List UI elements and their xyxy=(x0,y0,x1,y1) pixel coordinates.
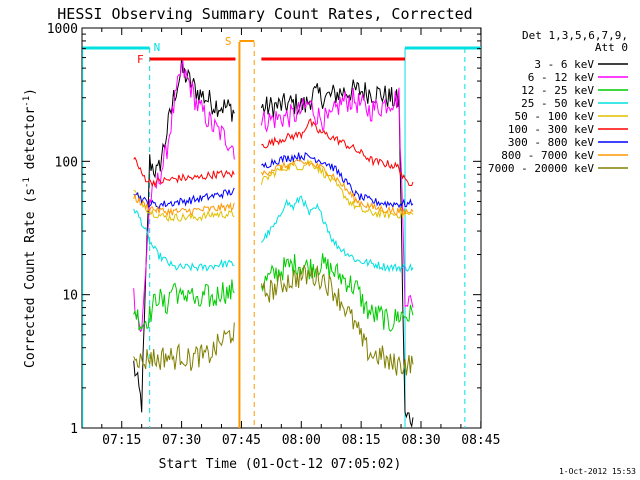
series-line xyxy=(133,59,235,413)
series-line xyxy=(133,59,235,333)
legend-label: 300 - 800 keV xyxy=(508,136,594,149)
y-axis-label: Corrected Count Rate (s-1 detector-1) xyxy=(22,88,38,368)
saa-label: S xyxy=(225,35,232,48)
x-tick-label: 07:30 xyxy=(162,433,201,448)
series-line xyxy=(133,279,235,331)
series-line xyxy=(133,194,235,218)
legend-label: 3 - 6 keV xyxy=(534,58,594,71)
series-line xyxy=(133,208,235,272)
legend-label: 12 - 25 keV xyxy=(521,84,594,97)
series-line xyxy=(260,79,414,429)
x-tick-label: 08:00 xyxy=(282,433,321,448)
series-line xyxy=(261,118,414,186)
legend-label: 100 - 300 keV xyxy=(508,123,594,136)
series-line xyxy=(260,264,414,376)
night-label: N xyxy=(154,41,161,54)
series-line xyxy=(260,253,414,332)
y-tick-label: 100 xyxy=(55,155,78,170)
series-line xyxy=(133,187,235,210)
series-line xyxy=(261,195,414,274)
plot-frame xyxy=(81,27,482,429)
legend-title-line-1: Det 1,3,5,6,7,9, xyxy=(522,29,628,42)
series-line xyxy=(133,156,235,188)
series-line xyxy=(260,158,414,220)
series-layer xyxy=(133,59,414,429)
y-tick-label: 1 xyxy=(70,422,78,437)
legend-label: 50 - 100 keV xyxy=(515,110,595,123)
timestamp: 1-Oct-2012 15:53 xyxy=(559,467,636,476)
y-tick-label: 1000 xyxy=(47,22,78,37)
attenuator-shading xyxy=(82,40,481,428)
plot-border xyxy=(81,27,482,429)
x-tick-label: 08:30 xyxy=(401,433,440,448)
legend-label: 6 - 12 keV xyxy=(528,71,595,84)
series-line xyxy=(261,152,414,209)
status-bars: FN S xyxy=(137,35,406,66)
legend-label: 25 - 50 keV xyxy=(521,97,594,110)
x-tick-label: 08:15 xyxy=(342,433,381,448)
x-tick-label: 07:15 xyxy=(102,433,141,448)
y-tick-label: 10 xyxy=(62,289,78,304)
legend-label: 7000 - 20000 keV xyxy=(488,162,594,175)
x-tick-label: 07:45 xyxy=(222,433,261,448)
flare-label: F xyxy=(137,53,144,66)
y-axis-ticks: 1 10 100 1000 xyxy=(47,22,481,437)
series-line xyxy=(260,87,414,308)
legend-label: 800 - 7000 keV xyxy=(501,149,594,162)
legend-title-line-2: Att 0 xyxy=(595,41,628,54)
x-axis-ticks: 07:15 07:30 07:45 08:00 08:15 08:30 08:45 xyxy=(101,28,500,448)
chart-title: HESSI Observing Summary Count Rates, Cor… xyxy=(57,5,472,23)
series-line xyxy=(133,189,235,222)
x-axis-label: Start Time (01-Oct-12 07:05:02) xyxy=(159,457,402,472)
series-line xyxy=(260,158,414,217)
x-tick-label: 08:45 xyxy=(461,433,500,448)
series-line xyxy=(133,322,235,371)
